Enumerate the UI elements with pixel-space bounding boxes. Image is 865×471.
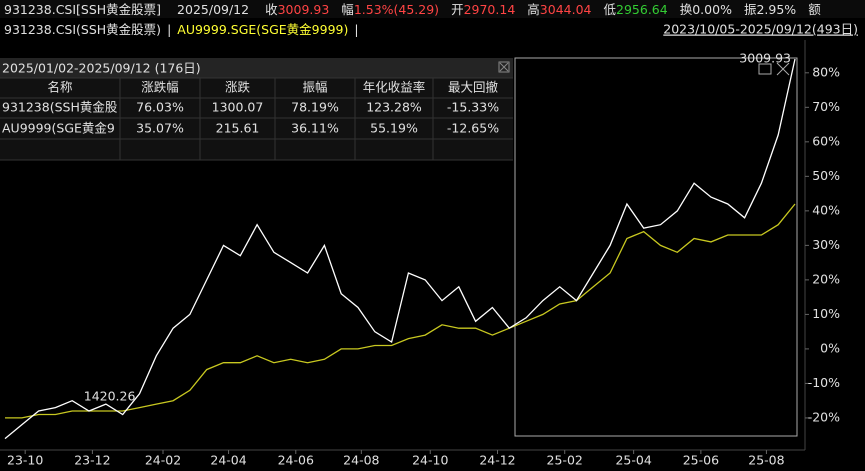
cell: 55.19%: [370, 121, 418, 136]
date-range[interactable]: 2023/10/05-2025/09/12(493日): [663, 22, 858, 37]
row-name: AU9999(SGE黄金9: [2, 121, 115, 136]
quote-value: 2.95%: [756, 2, 796, 17]
x-tick-label: 24-04: [210, 453, 246, 468]
legend-entry[interactable]: 931238.CSI(SSH黄金股票): [4, 22, 161, 37]
range-selection[interactable]: [514, 57, 798, 437]
quote-value: 2970.14: [464, 2, 516, 17]
quote-bar: [0, 0, 865, 18]
table-title: 2025/01/02-2025/09/12 (176日): [2, 61, 201, 76]
x-tick-label: 24-10: [412, 453, 448, 468]
row-name: 931238(SSH黄金股: [2, 100, 118, 115]
cell: 123.28%: [366, 100, 422, 115]
x-tick-label: 24-02: [145, 453, 181, 468]
y-tick-label: 50%: [812, 168, 840, 183]
x-tick-label: 24-08: [343, 453, 379, 468]
plot: -20% -10% 0% 10% 20% 30% 40% 50% 60% 70% 80% 23-10 2…: [4, 51, 840, 468]
legend-entry[interactable]: AU9999.SGE(SGE黄金9999): [177, 22, 348, 37]
cell: 78.19%: [291, 100, 339, 115]
y-tick-label: -10%: [808, 375, 840, 390]
cell: -15.33%: [447, 100, 499, 115]
cell: 76.03%: [136, 100, 184, 115]
legend-line: 931238.CSI(SSH黄金股票) | AU9999.SGE(SGE黄金9999…: [4, 22, 359, 37]
x-tick-label: 24-12: [479, 453, 515, 468]
y-tick-label: 40%: [812, 202, 840, 217]
restore-icon[interactable]: [758, 63, 772, 75]
x-tick-label: 24-06: [278, 453, 314, 468]
x-tick-label: 25-04: [615, 453, 651, 468]
x-tick-label: 25-08: [748, 453, 784, 468]
quote-value: 2956.64: [616, 2, 668, 17]
series-line: [5, 203, 796, 419]
x-tick-label: 25-02: [547, 453, 583, 468]
column-header: 涨跌幅: [141, 80, 179, 95]
column-header: 年化收益率: [363, 80, 426, 95]
quote-label: 换: [680, 2, 693, 17]
cell: 35.07%: [136, 121, 184, 136]
stats-table: 2025/01/02-2025/09/12 (176日) 名称 涨跌幅 涨跌 振幅 年化…: [0, 58, 513, 161]
quote-value: 3009.93: [278, 2, 330, 17]
quote-label: 高: [527, 2, 540, 17]
quote-label: 开: [451, 2, 464, 17]
quote-value: 3044.04: [540, 2, 592, 17]
cell: -12.65%: [447, 121, 499, 136]
annotation: 1420.26: [84, 388, 136, 403]
column-header: 振幅: [302, 80, 327, 95]
table-close[interactable]: [498, 61, 510, 73]
column-header: 最大回撤: [448, 80, 499, 95]
quote-value: 0.00%: [692, 2, 732, 17]
y-tick-label: -20%: [808, 409, 840, 424]
y-tick-label: 20%: [812, 271, 840, 286]
annotation: 3009.93: [739, 51, 791, 66]
close-icon[interactable]: [776, 62, 790, 76]
cell: 36.11%: [291, 121, 339, 136]
y-tick-label: 80%: [812, 64, 840, 79]
quote-label: 振: [744, 2, 757, 17]
quote-value: 1.53%(45.29): [354, 2, 439, 17]
stock-name: 931238.CSI[SSH黄金股票]: [4, 2, 161, 17]
cell: 1300.07: [212, 100, 264, 115]
legend-separator: |: [167, 22, 171, 37]
x-tick-label: 25-06: [683, 453, 719, 468]
y-tick-label: 10%: [812, 306, 840, 321]
column-header: 涨跌: [225, 80, 251, 95]
series-line: [4, 58, 796, 440]
x-tick-label: 23-10: [7, 453, 43, 468]
quote-label: 幅: [341, 2, 354, 17]
x-tick-label: 23-12: [74, 453, 110, 468]
table-title-bg: [0, 58, 513, 78]
quote-label: 额: [808, 2, 821, 17]
y-tick-label: 60%: [812, 133, 840, 148]
y-tick-label: 70%: [812, 99, 840, 114]
quote-label: 收: [265, 2, 278, 17]
quote-date: 2025/09/12: [177, 2, 249, 17]
legend-separator: |: [354, 22, 358, 37]
y-tick-label: 0%: [820, 340, 840, 355]
y-tick-label: 30%: [812, 237, 840, 252]
quote-label: 低: [604, 2, 617, 17]
quote-line: 931238.CSI[SSH黄金股票] 2025/09/12 收3009.93 幅…: [4, 2, 821, 17]
table-close-x: [499, 62, 509, 72]
cell: 215.61: [216, 121, 260, 136]
column-header: 名称: [47, 80, 72, 95]
